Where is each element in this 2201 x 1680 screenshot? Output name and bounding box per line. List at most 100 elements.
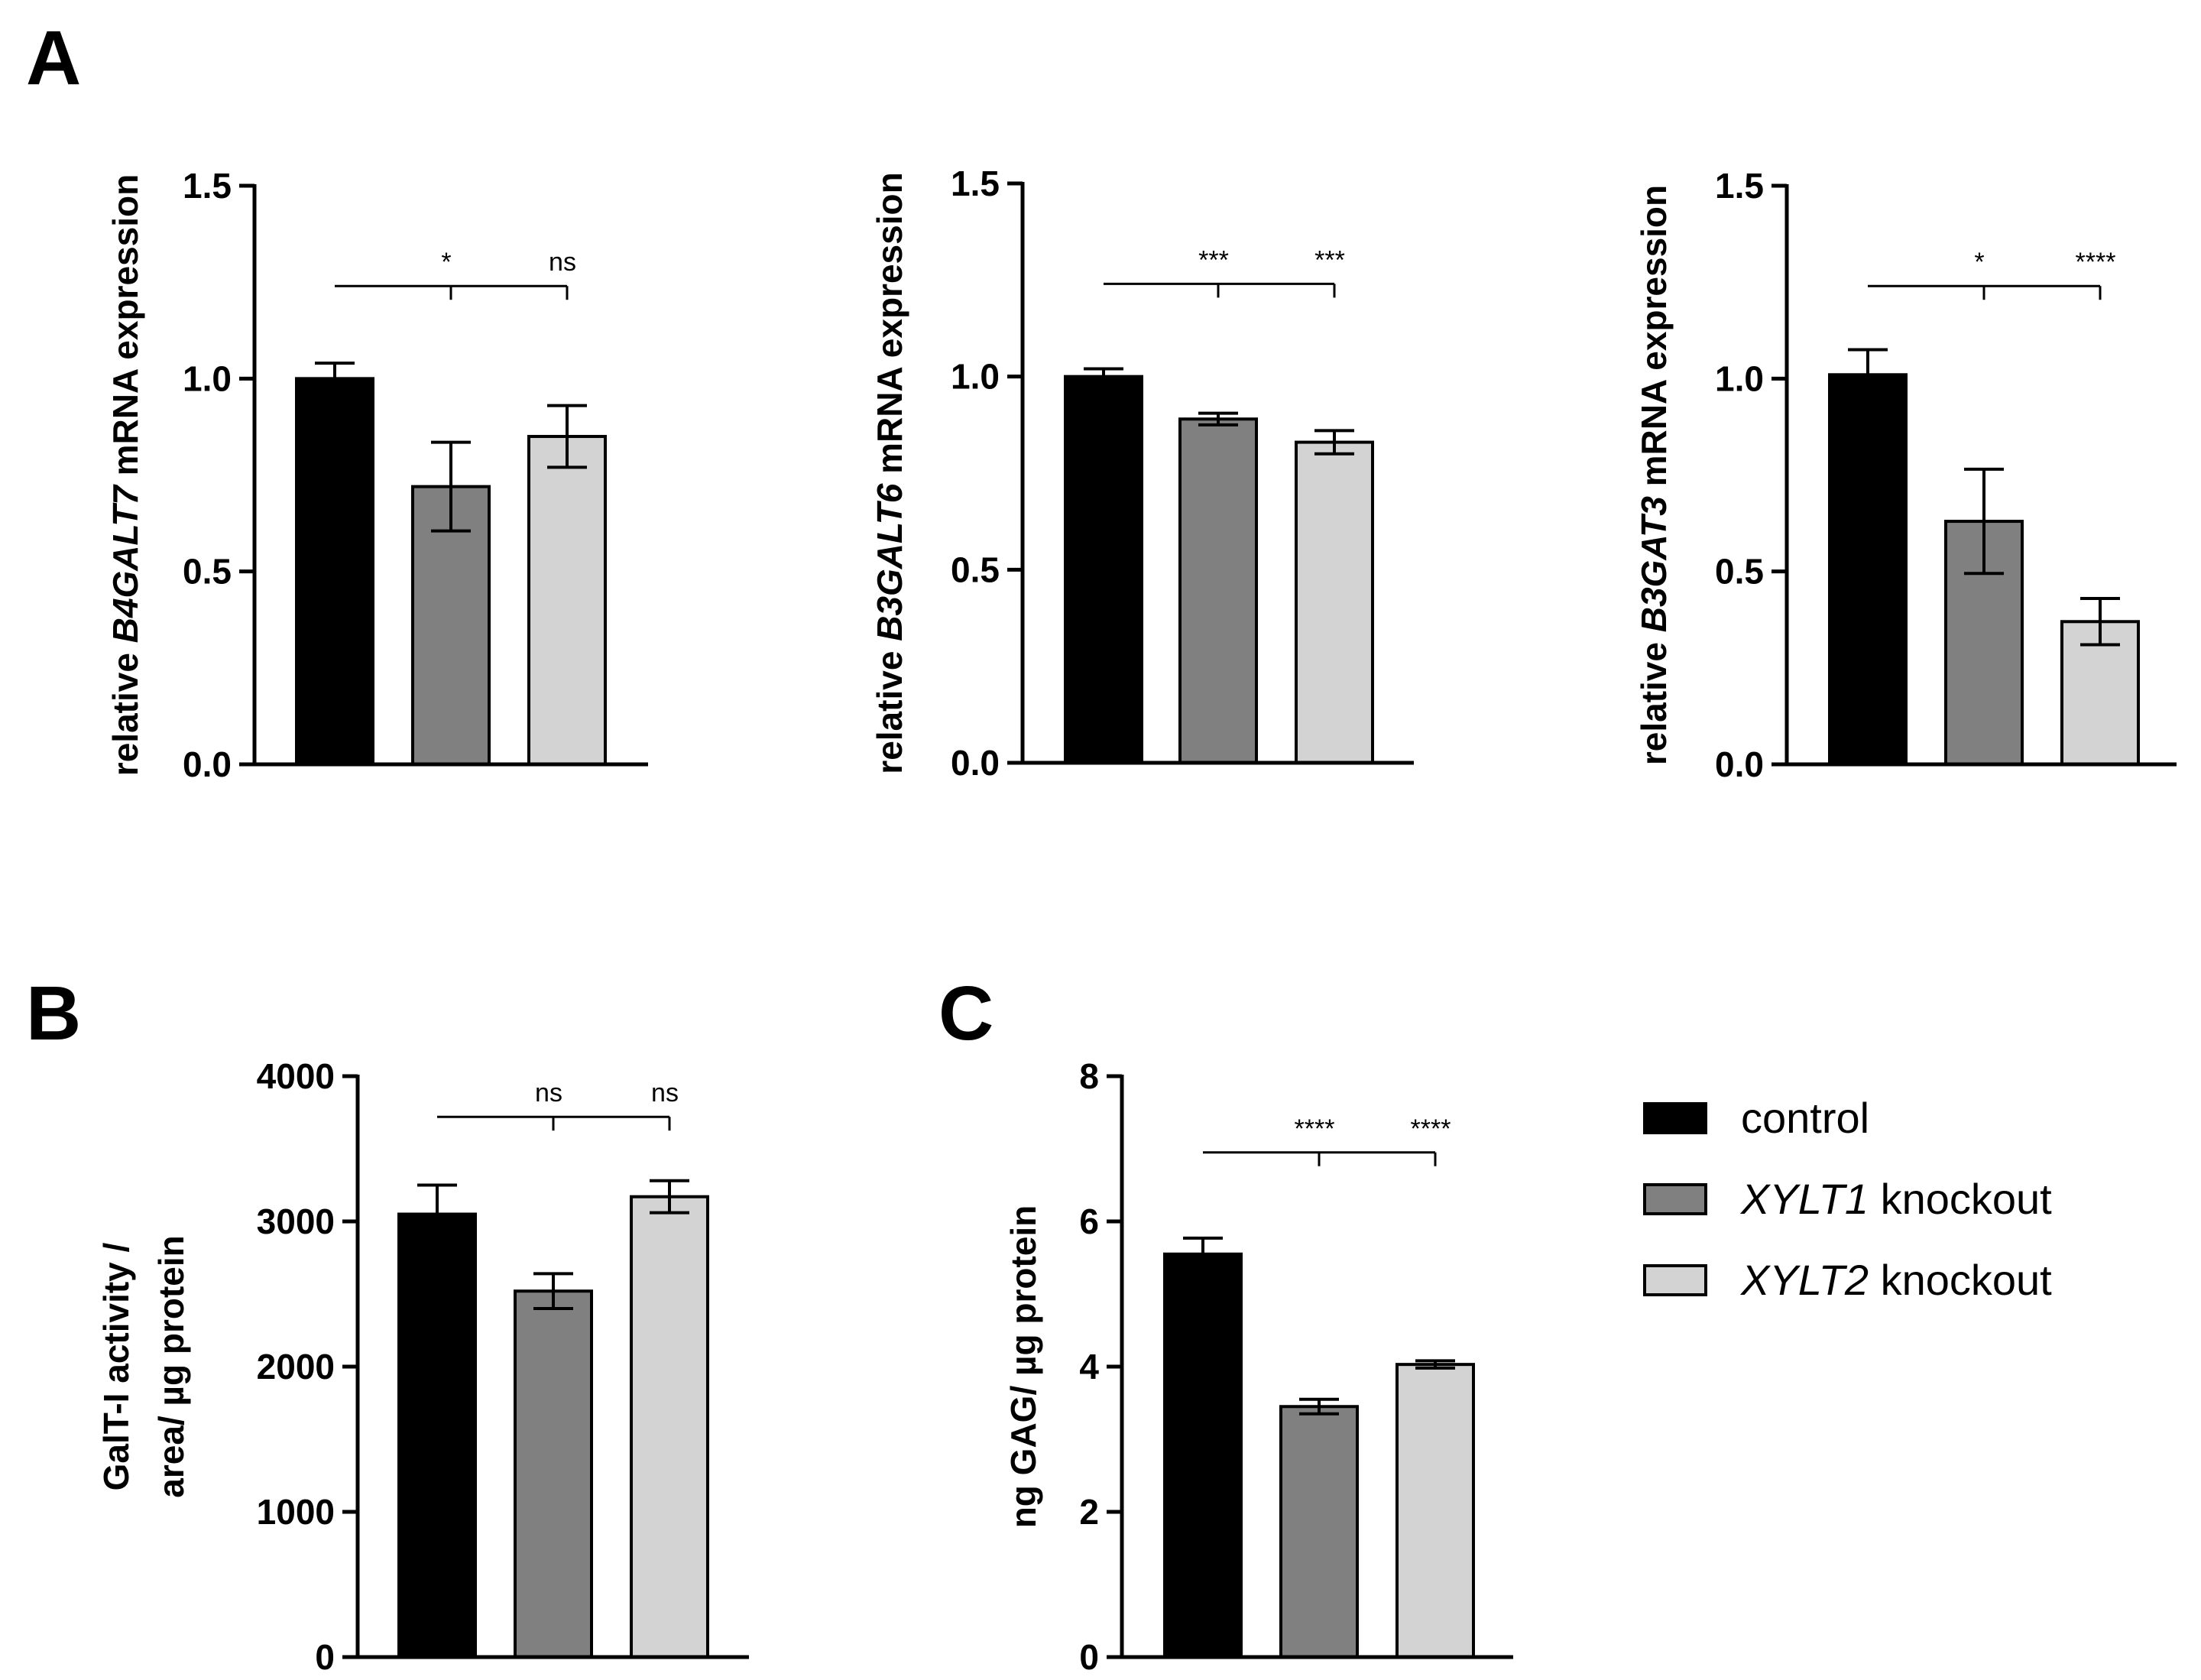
y-tick-label: 1.5 — [183, 166, 232, 206]
y-axis-label-gene: B4GALT7 — [105, 484, 145, 644]
bar-0 — [1828, 373, 1908, 766]
y-tick-label: 4000 — [257, 1056, 335, 1096]
legend-swatch — [1643, 1102, 1707, 1134]
bar-0 — [1064, 375, 1143, 764]
legend-swatch — [1643, 1264, 1707, 1296]
bar-2 — [630, 1195, 709, 1659]
error-bar-1 — [431, 440, 471, 533]
bar-2 — [527, 435, 607, 766]
y-tick-label: 0.5 — [183, 552, 232, 592]
error-bar-1 — [533, 1272, 573, 1310]
y-axis-label: relative B3GAT3 mRNA expression — [1634, 185, 1674, 765]
y-axis-label-gene: B3GAT3 — [1634, 496, 1674, 632]
y-axis-label: relative B3GALT6 mRNA expression — [870, 172, 909, 774]
bar-0 — [397, 1212, 477, 1659]
significance-label: * — [1974, 248, 1984, 277]
error-bar-0 — [315, 362, 355, 396]
y-tick-label: 6 — [1079, 1202, 1099, 1241]
significance-bracket — [335, 284, 569, 300]
y-axis-label-pre: relative — [870, 641, 909, 774]
y-axis-label-post: mRNA expression — [1634, 185, 1674, 496]
y-axis-label: relative B4GALT7 mRNA expression — [105, 174, 145, 776]
bar-2 — [1395, 1363, 1475, 1659]
legend-label: control — [1741, 1094, 1869, 1142]
chart-b4galt7: 0.0 0.5 1.0 1.5 relative B4GALT7 mRNA expres… — [105, 166, 648, 784]
significance-bracket — [437, 1115, 671, 1131]
y-tick-label: 2000 — [257, 1347, 335, 1386]
error-bar-2 — [650, 1179, 689, 1215]
significance-bracket — [1868, 284, 2102, 300]
legend-label: XYLT1 knockout — [1739, 1175, 2052, 1223]
y-axis-label-gene: B3GALT6 — [870, 483, 909, 641]
significance-label: **** — [1295, 1114, 1335, 1143]
y-axis-label-line: area/ µg protein — [151, 1235, 191, 1497]
significance-label: **** — [2076, 248, 2116, 277]
significance-label: **** — [1411, 1114, 1451, 1143]
bar-1 — [514, 1289, 593, 1659]
y-tick-label: 0 — [1079, 1637, 1099, 1677]
y-tick-label: 0.0 — [1715, 744, 1764, 784]
y-axis-label-pre: relative — [1634, 632, 1674, 765]
legend-label-post: knockout — [1869, 1256, 2052, 1304]
y-tick-label: 1.5 — [1715, 166, 1764, 206]
y-tick-label: 1.0 — [183, 358, 232, 398]
y-tick-label: 4 — [1079, 1347, 1099, 1386]
panel-label-a: A — [26, 15, 81, 101]
bar-0 — [1163, 1252, 1243, 1659]
y-tick-label: 1000 — [257, 1492, 335, 1532]
error-bar-1 — [1299, 1397, 1339, 1416]
legend-swatch — [1643, 1183, 1707, 1215]
chart-b3galt6: 0.0 0.5 1.0 1.5 relative B3GALT6 mRNA expres… — [870, 164, 1414, 783]
legend-label-gene: XYLT2 — [1739, 1256, 1869, 1304]
significance-bracket — [1203, 1151, 1437, 1166]
significance-label: ns — [651, 1078, 679, 1108]
error-bar-2 — [1415, 1359, 1455, 1370]
y-tick-label: 1.0 — [951, 357, 1000, 397]
y-tick-label: 3000 — [257, 1202, 335, 1241]
bar-1 — [1279, 1405, 1359, 1659]
legend-label-gene: XYLT1 — [1739, 1175, 1869, 1223]
error-bar-0 — [1084, 367, 1123, 386]
significance-label: ns — [549, 248, 576, 277]
y-tick-label: 0 — [315, 1637, 335, 1677]
y-tick-label: 1.5 — [951, 164, 1000, 203]
error-bar-2 — [1314, 429, 1354, 456]
y-axis-label-line: GalT-I activity / — [96, 1242, 136, 1490]
significance-label: ns — [535, 1078, 562, 1108]
y-axis-label: ng GAG/ µg protein — [1003, 1205, 1043, 1529]
y-axis-label-post: mRNA expression — [870, 172, 909, 483]
error-bar-0 — [1848, 348, 1888, 402]
chart-b3gat3: 0.0 0.5 1.0 1.5 relative B3GAT3 mRNA express… — [1634, 166, 2177, 784]
bar-2 — [1295, 440, 1374, 764]
legend-label-post: knockout — [1869, 1175, 2052, 1223]
chart-galt1-activity: 0 1000 2000 3000 4000 GalT-I activity / area/ … — [96, 1056, 749, 1677]
error-bar-0 — [417, 1183, 457, 1245]
bar-0 — [295, 377, 374, 766]
legend-label-post: control — [1741, 1094, 1869, 1142]
panel-label-b: B — [26, 971, 81, 1056]
panel-label-c: C — [938, 971, 994, 1056]
y-tick-label: 0.0 — [951, 743, 1000, 783]
y-tick-label: 2 — [1079, 1492, 1099, 1532]
error-bar-1 — [1198, 411, 1238, 426]
significance-label: *** — [1314, 245, 1345, 274]
significance-label: *** — [1198, 245, 1229, 274]
legend-label: XYLT2 knockout — [1739, 1256, 2052, 1304]
y-tick-label: 1.0 — [1715, 358, 1764, 398]
y-axis-label-pre: relative — [105, 643, 145, 776]
y-axis-label-post: mRNA expression — [105, 174, 145, 485]
significance-label: * — [441, 248, 451, 277]
significance-bracket — [1104, 282, 1336, 298]
chart-gag-content: 0 2 4 6 8 ng GAG/ µg protein **** **** — [1003, 1056, 1513, 1677]
bar-1 — [1178, 417, 1258, 765]
error-bar-2 — [547, 404, 587, 469]
y-tick-label: 8 — [1079, 1056, 1099, 1096]
error-bar-2 — [2080, 596, 2120, 647]
y-axis-label-pre: ng GAG/ µg protein — [1003, 1205, 1043, 1529]
y-tick-label: 0.0 — [183, 744, 232, 784]
y-tick-label: 0.5 — [1715, 552, 1764, 592]
bar-1 — [411, 485, 491, 766]
error-bar-1 — [1964, 467, 2004, 576]
